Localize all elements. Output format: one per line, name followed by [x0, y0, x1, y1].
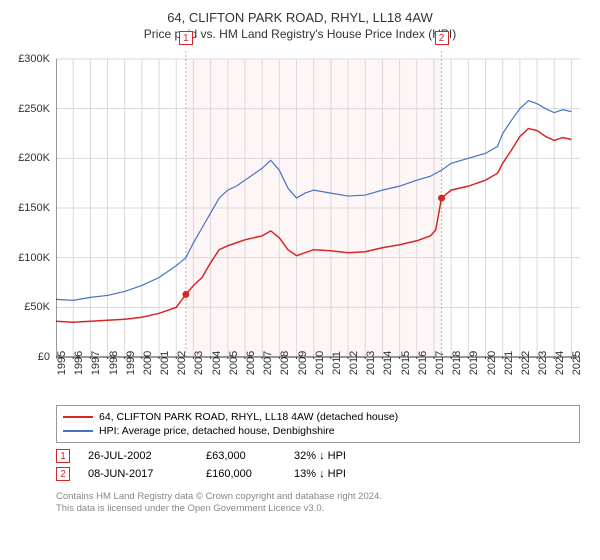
x-tick-label: 2018	[451, 351, 463, 375]
sale-date: 26-JUL-2002	[88, 450, 188, 462]
legend-item: HPI: Average price, detached house, Denb…	[63, 424, 573, 438]
legend: 64, CLIFTON PARK ROAD, RHYL, LL18 4AW (d…	[56, 405, 580, 443]
sale-marker-icon: 2	[56, 467, 70, 481]
y-tick-label: £250K	[10, 103, 50, 115]
x-tick-label: 2004	[211, 351, 223, 375]
x-tick-label: 2009	[297, 351, 309, 375]
marker-label: 2	[435, 31, 449, 45]
x-tick-label: 2012	[348, 351, 360, 375]
legend-label: HPI: Average price, detached house, Denb…	[99, 425, 335, 437]
x-tick-label: 2023	[537, 351, 549, 375]
x-tick-label: 2008	[279, 351, 291, 375]
sale-marker-icon: 1	[56, 449, 70, 463]
x-tick-label: 1995	[56, 351, 68, 375]
x-tick-label: 2014	[382, 351, 394, 375]
chart-subtitle: Price paid vs. HM Land Registry's House …	[10, 27, 590, 41]
y-tick-label: £300K	[10, 53, 50, 65]
sales-table: 1 26-JUL-2002 £63,000 32% ↓ HPI 2 08-JUN…	[56, 447, 580, 483]
x-tick-label: 2002	[176, 351, 188, 375]
x-tick-label: 2016	[417, 351, 429, 375]
legend-label: 64, CLIFTON PARK ROAD, RHYL, LL18 4AW (d…	[99, 411, 398, 423]
legend-swatch	[63, 430, 93, 432]
marker-label: 1	[179, 31, 193, 45]
legend-swatch	[63, 416, 93, 418]
y-tick-label: £100K	[10, 252, 50, 264]
x-tick-label: 2015	[400, 351, 412, 375]
x-tick-label: 2019	[468, 351, 480, 375]
y-tick-label: £150K	[10, 202, 50, 214]
chart-title: 64, CLIFTON PARK ROAD, RHYL, LL18 4AW	[10, 10, 590, 25]
x-tick-label: 2010	[314, 351, 326, 375]
sale-hpi: 32% ↓ HPI	[294, 450, 374, 462]
legend-item: 64, CLIFTON PARK ROAD, RHYL, LL18 4AW (d…	[63, 410, 573, 424]
footer-line: This data is licensed under the Open Gov…	[56, 503, 580, 515]
sale-row: 1 26-JUL-2002 £63,000 32% ↓ HPI	[56, 447, 580, 465]
y-tick-label: £50K	[10, 301, 50, 313]
y-tick-label: £200K	[10, 152, 50, 164]
footer-line: Contains HM Land Registry data © Crown c…	[56, 491, 580, 503]
sale-price: £63,000	[206, 450, 276, 462]
x-axis-labels: 1995199619971998199920002001200220032004…	[56, 359, 580, 399]
x-tick-label: 1997	[90, 351, 102, 375]
x-tick-label: 2024	[554, 351, 566, 375]
sale-price: £160,000	[206, 468, 276, 480]
x-tick-label: 2021	[503, 351, 515, 375]
y-tick-label: £0	[10, 351, 50, 363]
sale-date: 08-JUN-2017	[88, 468, 188, 480]
x-tick-label: 2005	[228, 351, 240, 375]
x-tick-label: 2003	[193, 351, 205, 375]
chart-svg	[56, 49, 580, 359]
x-tick-label: 2022	[520, 351, 532, 375]
x-tick-label: 2025	[571, 351, 583, 375]
footer: Contains HM Land Registry data © Crown c…	[56, 491, 580, 516]
x-tick-label: 1998	[108, 351, 120, 375]
x-tick-label: 2013	[365, 351, 377, 375]
x-tick-label: 2007	[262, 351, 274, 375]
x-tick-label: 2001	[159, 351, 171, 375]
x-tick-label: 2017	[434, 351, 446, 375]
sale-hpi: 13% ↓ HPI	[294, 468, 374, 480]
chart-area: £0£50K£100K£150K£200K£250K£300K 12	[56, 49, 580, 359]
x-tick-label: 2011	[331, 351, 343, 375]
x-tick-label: 2006	[245, 351, 257, 375]
x-tick-label: 1999	[125, 351, 137, 375]
sale-row: 2 08-JUN-2017 £160,000 13% ↓ HPI	[56, 465, 580, 483]
x-tick-label: 1996	[73, 351, 85, 375]
x-tick-label: 2000	[142, 351, 154, 375]
x-tick-label: 2020	[486, 351, 498, 375]
